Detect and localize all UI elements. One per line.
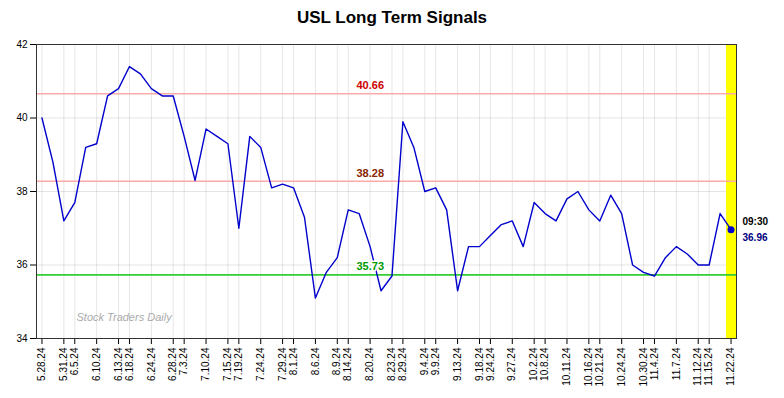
svg-text:10.11.24: 10.11.24 [561,347,572,386]
svg-text:11.22.24: 11.22.24 [725,347,736,386]
svg-text:9.9.24: 9.9.24 [430,347,441,375]
svg-text:7.29.24: 7.29.24 [277,347,288,381]
svg-text:8.29.24: 8.29.24 [397,347,408,381]
svg-text:10.8.24: 10.8.24 [539,347,550,381]
svg-text:8.9.24: 8.9.24 [331,347,342,375]
svg-text:35.73: 35.73 [357,260,385,272]
svg-text:6.13.24: 6.13.24 [113,347,124,381]
svg-text:11.7.24: 11.7.24 [671,347,682,380]
svg-text:10.24.24: 10.24.24 [616,347,627,386]
svg-text:8.14.24: 8.14.24 [342,347,353,381]
svg-text:9.24.24: 9.24.24 [485,347,496,381]
svg-text:9.4.24: 9.4.24 [419,347,430,375]
html-text:USL Long Term Signals: USL Long Term Signals [296,8,488,27]
svg-text:6.5.24: 6.5.24 [69,347,80,375]
svg-text:42: 42 [16,39,28,50]
svg-text:10.2.24: 10.2.24 [528,347,539,381]
svg-text:8.23.24: 8.23.24 [386,347,397,381]
svg-text:11.15.24: 11.15.24 [703,347,714,386]
svg-text:7.24.24: 7.24.24 [255,347,266,381]
svg-text:8.6.24: 8.6.24 [310,347,321,375]
svg-text:09:30: 09:30 [743,216,769,227]
svg-text:9.27.24: 9.27.24 [506,347,517,381]
svg-text:36.96: 36.96 [743,232,768,243]
svg-text:9.13.24: 9.13.24 [452,347,463,381]
svg-text:6.10.24: 6.10.24 [91,347,102,381]
svg-text:11.4.24: 11.4.24 [649,347,660,380]
svg-text:34: 34 [16,333,28,344]
svg-text:7.15.24: 7.15.24 [222,347,233,381]
svg-text:7.3.24: 7.3.24 [178,347,189,375]
svg-text:10.21.24: 10.21.24 [594,347,605,386]
svg-text:5.28.24: 5.28.24 [36,347,47,381]
svg-text:40: 40 [16,112,28,123]
svg-text:Stock Traders Daily: Stock Traders Daily [77,311,174,323]
svg-text:6.18.24: 6.18.24 [124,347,135,381]
svg-text:7.19.24: 7.19.24 [233,347,244,381]
svg-text:10.16.24: 10.16.24 [583,347,594,386]
svg-text:36: 36 [16,259,28,270]
svg-text:10.30.24: 10.30.24 [638,347,649,386]
svg-text:8.20.24: 8.20.24 [364,347,375,381]
svg-text:11.12.24: 11.12.24 [692,347,703,386]
svg-text:40.66: 40.66 [357,79,385,91]
svg-text:5.31.24: 5.31.24 [58,347,69,381]
svg-text:9.18.24: 9.18.24 [474,347,485,381]
svg-text:38: 38 [16,186,28,197]
svg-text:7.10.24: 7.10.24 [200,347,211,381]
svg-text:6.28.24: 6.28.24 [167,347,178,381]
svg-text:6.24.24: 6.24.24 [146,347,157,381]
svg-text:38.28: 38.28 [357,167,385,179]
svg-text:8.1.24: 8.1.24 [288,347,299,375]
